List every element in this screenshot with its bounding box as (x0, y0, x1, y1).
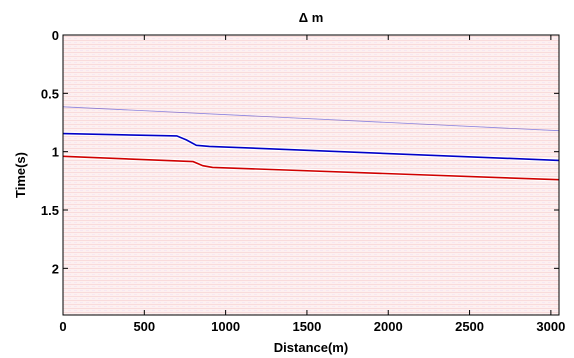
y-axis-label: Time(s) (13, 152, 28, 198)
x-tick-label: 0 (59, 319, 66, 334)
ticks-layer: 0 500 1000 1500 2000 2500 3000 0 0.5 1 1.5 2 (41, 28, 565, 334)
axes-frame (62, 34, 560, 316)
x-tick-label: 2000 (374, 319, 403, 334)
event-line-0 (63, 132, 559, 162)
y-tick-label: 1.5 (41, 203, 59, 218)
y-tick-label: 0.5 (41, 86, 59, 101)
x-tick-label: 1000 (211, 319, 240, 334)
y-tick-label: 0 (52, 28, 59, 43)
chart-title: Δ m (299, 10, 324, 25)
event-line-2 (63, 106, 559, 132)
event-line-1 (63, 155, 559, 181)
y-tick-label: 2 (52, 261, 59, 276)
x-tick-label: 2500 (455, 319, 484, 334)
y-tick-label: 1 (52, 145, 59, 160)
x-tick-label: 1500 (292, 319, 321, 334)
x-axis-label: Distance(m) (274, 340, 348, 355)
events-layer (63, 106, 559, 182)
x-tick-label: 3000 (536, 319, 565, 334)
x-tick-label: 500 (133, 319, 155, 334)
plot-noise-texture (63, 35, 559, 315)
